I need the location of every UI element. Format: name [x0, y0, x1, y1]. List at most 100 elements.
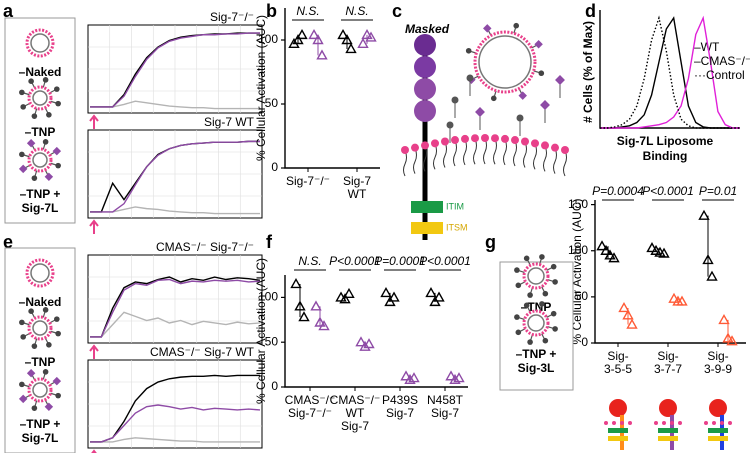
ligand [465, 47, 472, 54]
panel-letter: a [3, 1, 14, 21]
lipid-head [541, 141, 549, 150]
x-axis-label: Sig-7L Liposome [617, 134, 714, 148]
panel-letter: g [485, 232, 496, 252]
x-tick-label: WT [346, 406, 365, 420]
lipid-head [461, 134, 469, 143]
membrane-lipid [628, 421, 632, 425]
glycan [446, 121, 454, 129]
annotation: N.S. [345, 4, 368, 18]
data-point [702, 254, 714, 265]
glycan [540, 100, 550, 110]
lipid-head [501, 134, 509, 143]
injection-arrow [89, 114, 99, 129]
annotation: P<0.0001 [642, 184, 694, 198]
ligand [31, 113, 38, 119]
legend-label: Sig-7L [22, 431, 59, 445]
data-point [310, 300, 322, 311]
x-tick-label: Sig-7 [431, 406, 459, 420]
data-point [339, 293, 351, 304]
membrane-lipid [604, 421, 608, 425]
lipid-tail [523, 141, 527, 168]
lipid-tail [423, 145, 427, 172]
liposome-icon [514, 301, 558, 345]
y-axis-label: # Cells (% of Max) [581, 21, 595, 123]
trace-line [90, 311, 261, 338]
trace-line [90, 276, 261, 338]
ligand [31, 343, 38, 349]
annotation: P<0.0001 [419, 254, 471, 268]
lipid-tail [493, 138, 497, 165]
data-point [658, 247, 670, 258]
membrane-lipid [712, 421, 716, 425]
ligand [518, 91, 527, 100]
lipid-tail [413, 147, 417, 174]
data-point [312, 34, 324, 45]
data-point [668, 292, 680, 303]
liposome-inner [527, 314, 545, 332]
membrane-lipid [620, 421, 624, 425]
domain-label: ITSM [446, 222, 468, 232]
liposome-inner [32, 320, 48, 336]
ligand [44, 402, 54, 412]
membrane-lipid [678, 421, 682, 425]
legend-label: –TNP [25, 125, 56, 139]
ligand [483, 24, 492, 33]
annotation: P=0.0004 [592, 184, 644, 198]
ligand [514, 314, 520, 320]
y-tick-label: 0 [581, 335, 588, 349]
data-point [308, 28, 320, 40]
ligand [515, 282, 522, 289]
lipid-head [431, 139, 439, 148]
ligand [513, 22, 520, 29]
data-point [298, 311, 310, 322]
ligand [490, 95, 497, 102]
liposome [473, 30, 537, 94]
data-point [343, 287, 355, 299]
trace-title: CMAS⁻/⁻ Sig-7⁻/⁻ [156, 240, 254, 254]
data-point [363, 338, 375, 349]
y-axis-label: % Cellular Activation (AUC) [570, 198, 584, 344]
data-point [676, 295, 688, 306]
liposome-icon [19, 77, 61, 119]
ligand [19, 151, 25, 158]
annotation: P<0.0001 [329, 254, 381, 268]
x-tick-label: N458T [427, 393, 464, 407]
histogram-line [600, 15, 740, 129]
liposome-icon [465, 22, 545, 102]
data-point [388, 291, 400, 302]
membrane-lipid [728, 421, 732, 425]
liposome [27, 377, 53, 403]
liposome-icon [18, 138, 62, 182]
legend-label: –TNP + [20, 187, 61, 201]
membrane-lipid [612, 421, 616, 425]
y-tick-label: 50 [265, 96, 279, 110]
membrane-lipid [720, 421, 724, 425]
ligand [55, 100, 61, 107]
glycan [516, 114, 524, 122]
ligand [18, 394, 28, 404]
liposome [27, 147, 53, 173]
data-point [361, 28, 373, 40]
panel-letter: e [3, 232, 13, 252]
trace-title: Sig-7⁻/⁻ [210, 10, 254, 24]
lipid-tail [553, 147, 557, 174]
data-point [706, 270, 718, 281]
membrane-diagram [411, 34, 443, 240]
liposome-inner [32, 90, 48, 106]
ligand [527, 292, 533, 298]
glycan [466, 74, 474, 82]
liposome-icon [19, 307, 61, 349]
y-tick-label: 50 [265, 334, 279, 348]
lipid-tail [503, 138, 507, 166]
annotation: P=0.0001 [374, 254, 426, 268]
x-axis-label: Binding [643, 149, 688, 163]
data-point [400, 370, 412, 381]
ligand [542, 290, 549, 297]
receptor-domain [709, 399, 727, 417]
panel-letter: f [266, 232, 273, 252]
y-tick-label: 0 [271, 160, 278, 174]
data-point [445, 370, 457, 381]
legend-label: ···Control [694, 68, 745, 82]
ligand [20, 334, 26, 340]
axis [594, 200, 746, 344]
